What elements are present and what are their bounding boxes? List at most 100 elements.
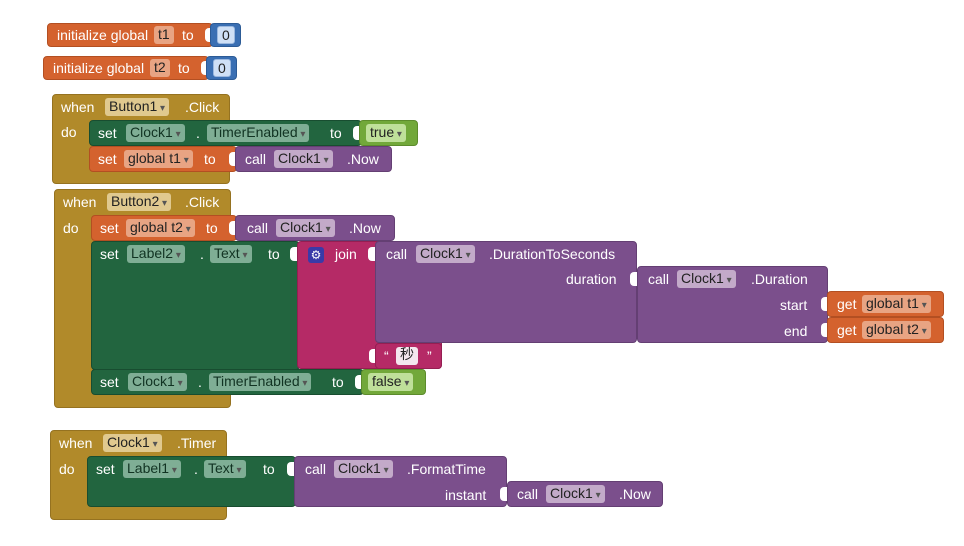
boolean-false-block[interactable]: false <box>361 369 426 395</box>
set-label: set <box>98 125 117 141</box>
component-dropdown-clock1[interactable]: Clock1 <box>276 219 335 237</box>
set-label: set <box>96 461 115 477</box>
event-name: .Click <box>185 194 220 210</box>
component-dropdown-clock1[interactable]: Clock1 <box>126 124 185 142</box>
component-dropdown-clock1[interactable]: Clock1 <box>274 150 333 168</box>
socket-notch <box>821 297 828 311</box>
component-dropdown-clock1[interactable]: Clock1 <box>677 270 736 288</box>
component-dropdown-button1[interactable]: Button1 <box>105 98 170 116</box>
get-label: get <box>837 296 857 312</box>
component-dropdown-label2[interactable]: Label2 <box>127 245 185 263</box>
component-dropdown-clock1[interactable]: Clock1 <box>103 434 162 452</box>
when-label: when <box>63 194 97 210</box>
init-global-t2-block[interactable]: initialize global t2 to <box>43 56 209 80</box>
boolean-dropdown[interactable]: false <box>368 373 414 391</box>
global-var-dropdown-t1[interactable]: global t1 <box>124 150 193 168</box>
call-clock1-now-block[interactable]: call Clock1 .Now <box>235 146 392 172</box>
socket-notch <box>229 152 236 166</box>
number-value[interactable]: 0 <box>217 26 235 44</box>
socket-notch <box>229 221 236 235</box>
socket-notch <box>630 272 637 286</box>
call-label: call <box>245 151 267 167</box>
socket-notch <box>355 375 362 389</box>
to-label: to <box>182 27 194 43</box>
component-dropdown-clock1[interactable]: Clock1 <box>128 373 187 391</box>
call-clock1-formattime-block[interactable]: call Clock1 .FormatTime instant <box>294 456 507 507</box>
get-global-t1-block[interactable]: get global t1 <box>827 291 944 317</box>
get-global-t2-block[interactable]: get global t2 <box>827 317 944 343</box>
set-label1-text-block[interactable]: set Label1 . Text to <box>87 456 296 507</box>
socket-notch <box>368 247 375 261</box>
dot-label: . <box>198 374 202 390</box>
do-label: do <box>63 220 79 236</box>
to-label: to <box>206 220 218 236</box>
socket-notch <box>290 247 297 261</box>
global-var-dropdown-t1[interactable]: global t1 <box>862 295 931 313</box>
call-label: call <box>386 246 408 262</box>
set-label: set <box>100 246 119 262</box>
component-dropdown-clock1[interactable]: Clock1 <box>416 245 475 263</box>
dot-label: . <box>194 461 198 477</box>
call-label: call <box>517 486 539 502</box>
set-global-t1-block[interactable]: set global t1 to <box>89 146 237 172</box>
number-value[interactable]: 0 <box>213 59 231 77</box>
instant-arg-label: instant <box>445 487 487 503</box>
global-var-dropdown-t2[interactable]: global t2 <box>126 219 195 237</box>
set-clock1-timerenabled-block[interactable]: set Clock1 . TimerEnabled to <box>89 120 362 146</box>
component-dropdown-button2[interactable]: Button2 <box>107 193 172 211</box>
to-label: to <box>178 60 190 76</box>
get-label: get <box>837 322 857 338</box>
start-arg-label: start <box>780 297 808 313</box>
socket-notch <box>500 487 507 501</box>
socket-notch <box>369 349 376 363</box>
property-dropdown-timerenabled[interactable]: TimerEnabled <box>207 124 310 142</box>
to-label: to <box>204 151 216 167</box>
set-label: set <box>100 220 119 236</box>
number-block-t2[interactable]: 0 <box>206 56 237 80</box>
call-clock1-now-block[interactable]: call Clock1 .Now <box>235 215 395 241</box>
component-dropdown-clock1[interactable]: Clock1 <box>546 485 605 503</box>
quote-close: ” <box>427 348 432 364</box>
init-global-label: initialize global <box>53 60 145 76</box>
do-label: do <box>59 461 75 477</box>
boolean-dropdown[interactable]: true <box>366 124 406 142</box>
call-clock1-now-block[interactable]: call Clock1 .Now <box>507 481 663 507</box>
socket-notch <box>205 28 212 42</box>
init-global-label: initialize global <box>57 27 149 43</box>
component-dropdown-clock1[interactable]: Clock1 <box>334 460 393 478</box>
global-name-t1[interactable]: t1 <box>154 26 174 44</box>
when-label: when <box>61 99 95 115</box>
to-label: to <box>268 246 280 262</box>
property-dropdown-timerenabled[interactable]: TimerEnabled <box>209 373 312 391</box>
socket-notch <box>287 462 294 476</box>
number-block-t1[interactable]: 0 <box>210 23 241 47</box>
init-global-t1-block[interactable]: initialize global t1 to <box>47 23 213 47</box>
text-value-field[interactable]: 秒 <box>396 347 418 365</box>
when-label: when <box>59 435 93 451</box>
call-duration-to-seconds-block[interactable]: call Clock1 .DurationToSeconds duration <box>375 241 637 343</box>
join-label: join <box>335 246 357 262</box>
set-label: set <box>100 374 119 390</box>
method-name: .Now <box>347 151 379 167</box>
set-clock1-timerenabled-block[interactable]: set Clock1 . TimerEnabled to <box>91 369 364 395</box>
quote-open: “ <box>384 348 389 364</box>
do-label: do <box>61 124 77 140</box>
boolean-true-block[interactable]: true <box>359 120 418 146</box>
call-label: call <box>247 220 269 236</box>
socket-notch <box>821 323 828 337</box>
property-dropdown-text[interactable]: Text <box>204 460 246 478</box>
text-string-block[interactable]: “ 秒 ” <box>375 343 442 369</box>
property-dropdown-text[interactable]: Text <box>210 245 252 263</box>
set-label: set <box>98 151 117 167</box>
set-global-t2-block[interactable]: set global t2 to <box>91 215 237 241</box>
set-label2-text-block[interactable]: set Label2 . Text to <box>91 241 300 370</box>
method-name: .DurationToSeconds <box>489 246 616 262</box>
method-name: .Now <box>619 486 651 502</box>
call-clock1-duration-block[interactable]: call Clock1 .Duration start end <box>637 266 828 343</box>
method-name: .FormatTime <box>407 461 486 477</box>
mutator-gear-icon[interactable]: ⚙ <box>308 247 324 263</box>
global-name-t2[interactable]: t2 <box>150 59 170 77</box>
duration-arg-label: duration <box>566 271 617 287</box>
component-dropdown-label1[interactable]: Label1 <box>123 460 181 478</box>
global-var-dropdown-t2[interactable]: global t2 <box>862 321 931 339</box>
